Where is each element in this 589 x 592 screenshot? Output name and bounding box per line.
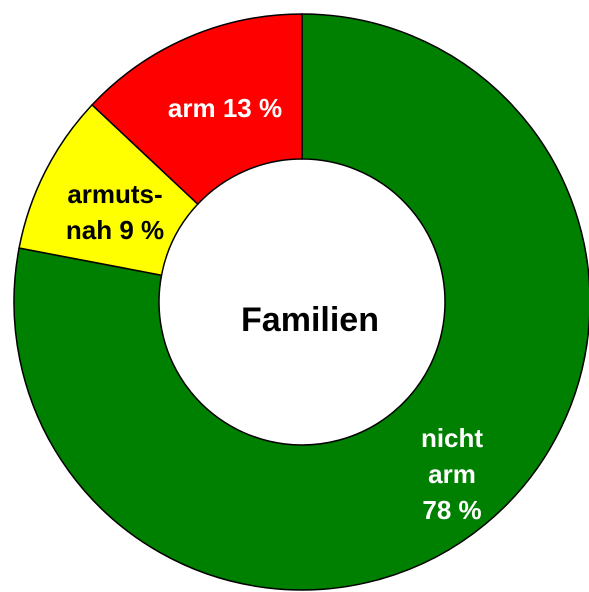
slice-label: nah 9 % — [66, 215, 164, 245]
slice-label: arm 13 % — [168, 93, 282, 123]
donut-slice — [13, 13, 589, 591]
slice-label: armuts- — [67, 179, 162, 209]
slice-label: nicht — [421, 423, 483, 453]
slice-label: 78 % — [422, 495, 481, 525]
slice-label: arm — [428, 459, 476, 489]
donut-slice — [90, 13, 303, 206]
center-label: Familien — [241, 301, 379, 339]
